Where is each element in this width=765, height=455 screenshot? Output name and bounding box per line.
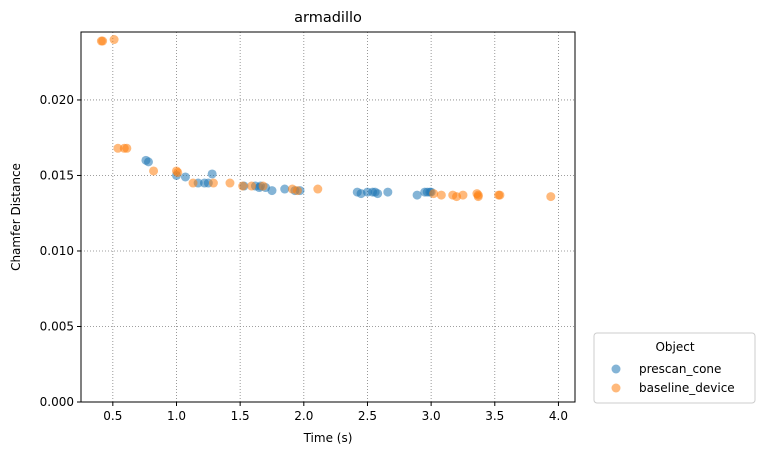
data-point-baseline-device	[247, 181, 257, 191]
data-point-prescan-cone	[373, 189, 383, 199]
data-point-baseline-device	[225, 178, 235, 188]
legend-marker-prescan-cone	[611, 364, 621, 374]
data-point-baseline-device	[188, 178, 198, 188]
data-point-baseline-device	[109, 35, 119, 45]
x-tick-label: 4.0	[549, 409, 568, 423]
data-point-baseline-device	[98, 36, 108, 46]
y-tick-label: 0.005	[40, 319, 74, 333]
x-tick-label: 1.0	[167, 409, 186, 423]
legend: Object prescan_cone baseline_device	[593, 332, 756, 404]
y-tick-label: 0.000	[40, 395, 74, 409]
data-point-baseline-device	[149, 166, 159, 176]
x-tick-label: 2.5	[358, 409, 377, 423]
data-point-baseline-device	[436, 190, 446, 200]
data-point-baseline-device	[258, 181, 268, 191]
legend-label-prescan-cone: prescan_cone	[639, 362, 721, 376]
data-point-baseline-device	[292, 186, 302, 196]
y-tick-label: 0.010	[40, 244, 74, 258]
data-point-baseline-device	[208, 178, 218, 188]
data-point-baseline-device	[313, 184, 323, 194]
x-tick-label: 2.0	[294, 409, 313, 423]
data-point-prescan-cone	[143, 157, 153, 167]
plot-frame	[80, 31, 576, 403]
data-point-prescan-cone	[180, 172, 190, 182]
legend-box	[593, 332, 756, 404]
x-tick-label: 1.5	[231, 409, 250, 423]
x-tick-label: 3.0	[422, 409, 441, 423]
legend-marker-baseline-device	[611, 383, 621, 393]
x-axis-ticks: 0.5 1.0 1.5 2.0 2.5 3.0 3.5 4.0	[103, 402, 568, 423]
data-point-baseline-device	[473, 192, 483, 202]
y-axis-label: Chamfer Distance	[9, 163, 23, 271]
x-tick-label: 3.5	[485, 409, 504, 423]
y-tick-label: 0.020	[40, 93, 74, 107]
data-point-baseline-device	[546, 192, 556, 202]
grid-lines	[81, 32, 575, 403]
data-point-prescan-cone	[383, 187, 393, 197]
data-point-prescan-cone	[412, 190, 422, 200]
legend-title: Object	[655, 340, 694, 354]
data-point-baseline-device	[495, 190, 505, 200]
data-point-prescan-cone	[280, 184, 290, 194]
data-point-baseline-device	[458, 190, 468, 200]
x-axis-label: Time (s)	[303, 431, 353, 445]
y-axis-ticks: 0.000 0.005 0.010 0.015 0.020	[40, 93, 81, 409]
data-point-baseline-device	[173, 167, 183, 177]
y-tick-label: 0.015	[40, 168, 74, 182]
data-point-prescan-cone	[267, 186, 277, 196]
chart-title: armadillo	[294, 10, 362, 26]
data-point-baseline-device	[429, 189, 439, 199]
data-point-baseline-device	[122, 143, 132, 153]
legend-label-baseline-device: baseline_device	[639, 381, 735, 395]
data-point-prescan-cone	[207, 169, 217, 179]
x-tick-label: 0.5	[103, 409, 122, 423]
data-point-baseline-device	[113, 143, 123, 153]
data-points	[96, 35, 556, 202]
data-point-baseline-device	[238, 181, 248, 191]
